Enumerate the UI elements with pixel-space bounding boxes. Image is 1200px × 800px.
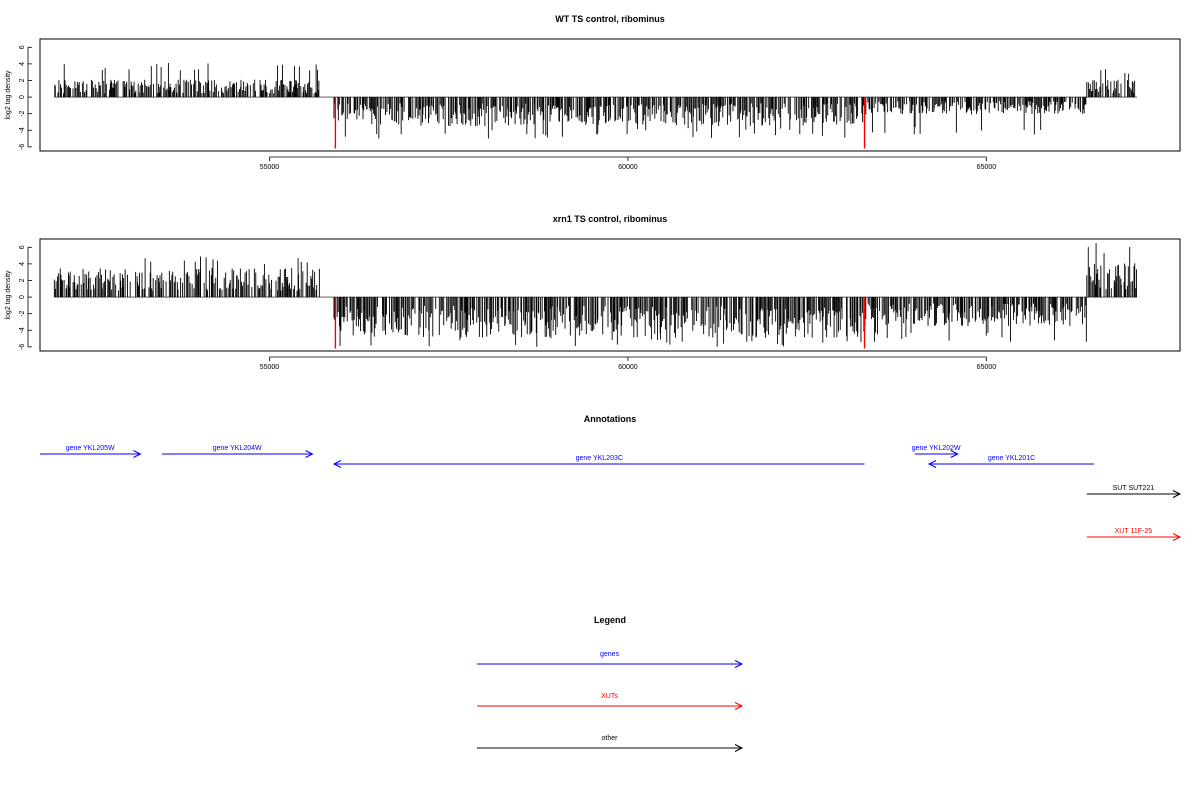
wt-track-panel: WT TS control, ribominus 6 4 2 0 -2 -4 -6 log2 t… <box>5 14 1181 171</box>
wt-y-tick-label: 2 <box>19 78 26 82</box>
xrn1-y-axis-label: log2 tag density <box>5 270 12 320</box>
annotation-arrowhead-icon <box>1172 533 1182 541</box>
xrn1-x-tick-label: 65000 <box>977 364 997 371</box>
annotation-arrowhead-icon <box>305 450 314 458</box>
wt-coverage-bars <box>54 62 1136 139</box>
xrn1-x-tick-label: 55000 <box>260 364 280 371</box>
legend-panel: Legend genes XUTs other <box>477 615 744 752</box>
annotation-label: gene YKL202W <box>912 445 961 452</box>
annotation-label: SUT SUT221 <box>1113 485 1155 492</box>
wt-y-tick-label: 4 <box>19 62 26 66</box>
wt-y-tick-label: -2 <box>19 110 26 116</box>
wt-y-tick-label: -4 <box>19 127 26 133</box>
xrn1-coverage-bars <box>53 243 1138 347</box>
annotation-arrowhead-icon <box>950 450 959 458</box>
wt-y-tick-label: -6 <box>19 144 26 150</box>
wt-x-tick-label: 60000 <box>618 164 638 171</box>
wt-y-axis-label: log2 tag density <box>5 70 12 120</box>
wt-x-tick-label: 65000 <box>977 164 997 171</box>
annotation-label: gene YKL201C <box>988 455 1035 462</box>
legend-arrowhead-icon <box>734 702 744 710</box>
xrn1-track-panel: xrn1 TS control, ribominus 6 4 2 0 -2 -4 -6 log2… <box>5 214 1181 371</box>
wt-x-tick-label: 55000 <box>260 164 280 171</box>
xrn1-y-tick-label: 4 <box>19 262 26 266</box>
annotations-title: Annotations <box>584 414 637 424</box>
annotation-arrowhead-icon <box>927 460 937 468</box>
annotation-feature[interactable]: gene YKL205W <box>40 445 142 458</box>
annotation-feature[interactable]: gene YKL202W <box>912 445 961 458</box>
wt-chart-title: WT TS control, ribominus <box>555 14 665 24</box>
xrn1-plot-frame <box>39 238 1181 352</box>
legend-item-label: XUTs <box>601 693 618 700</box>
annotation-feature[interactable]: gene YKL201C <box>927 455 1094 468</box>
xrn1-x-tick-label: 60000 <box>618 364 638 371</box>
wt-plot-frame <box>39 38 1181 152</box>
xrn1-y-tick-label: 0 <box>19 295 26 299</box>
xrn1-y-tick-label: 6 <box>19 245 26 249</box>
annotation-arrowhead-icon <box>133 450 142 458</box>
annotation-feature[interactable]: gene YKL204W <box>161 445 314 458</box>
legend-item: other <box>477 735 744 752</box>
xrn1-y-tick-label: -6 <box>19 344 26 350</box>
annotation-label: gene YKL203C <box>576 455 623 462</box>
xrn1-y-tick-label: -2 <box>19 310 26 316</box>
xrn1-chart-title: xrn1 TS control, ribominus <box>553 214 668 224</box>
legend-item-label: other <box>602 735 619 742</box>
legend-arrowhead-icon <box>734 660 744 668</box>
wt-y-tick-label: 6 <box>19 45 26 49</box>
annotation-arrowhead-icon <box>1172 490 1182 498</box>
legend-title: Legend <box>594 615 626 625</box>
annotation-label: XUT 11F-25 <box>1115 528 1153 535</box>
legend-item-label: genes <box>600 651 620 658</box>
xrn1-y-tick-label: -4 <box>19 327 26 333</box>
legend-item: genes <box>477 651 744 668</box>
annotation-feature[interactable]: XUT 11F-25 <box>1086 528 1182 541</box>
legend-arrowhead-icon <box>734 744 744 752</box>
annotation-label: gene YKL204W <box>213 445 262 452</box>
annotation-feature[interactable]: SUT SUT221 <box>1086 485 1182 498</box>
annotation-label: gene YKL205W <box>66 445 115 452</box>
xrn1-y-tick-label: 2 <box>19 278 26 282</box>
legend-item: XUTs <box>477 693 744 710</box>
annotations-panel: Annotations gene YKL205W gene YKL204W gene … <box>40 414 1182 541</box>
wt-y-tick-label: 0 <box>19 95 26 99</box>
annotation-feature[interactable]: gene YKL203C <box>332 455 865 468</box>
annotation-arrowhead-icon <box>332 460 342 468</box>
